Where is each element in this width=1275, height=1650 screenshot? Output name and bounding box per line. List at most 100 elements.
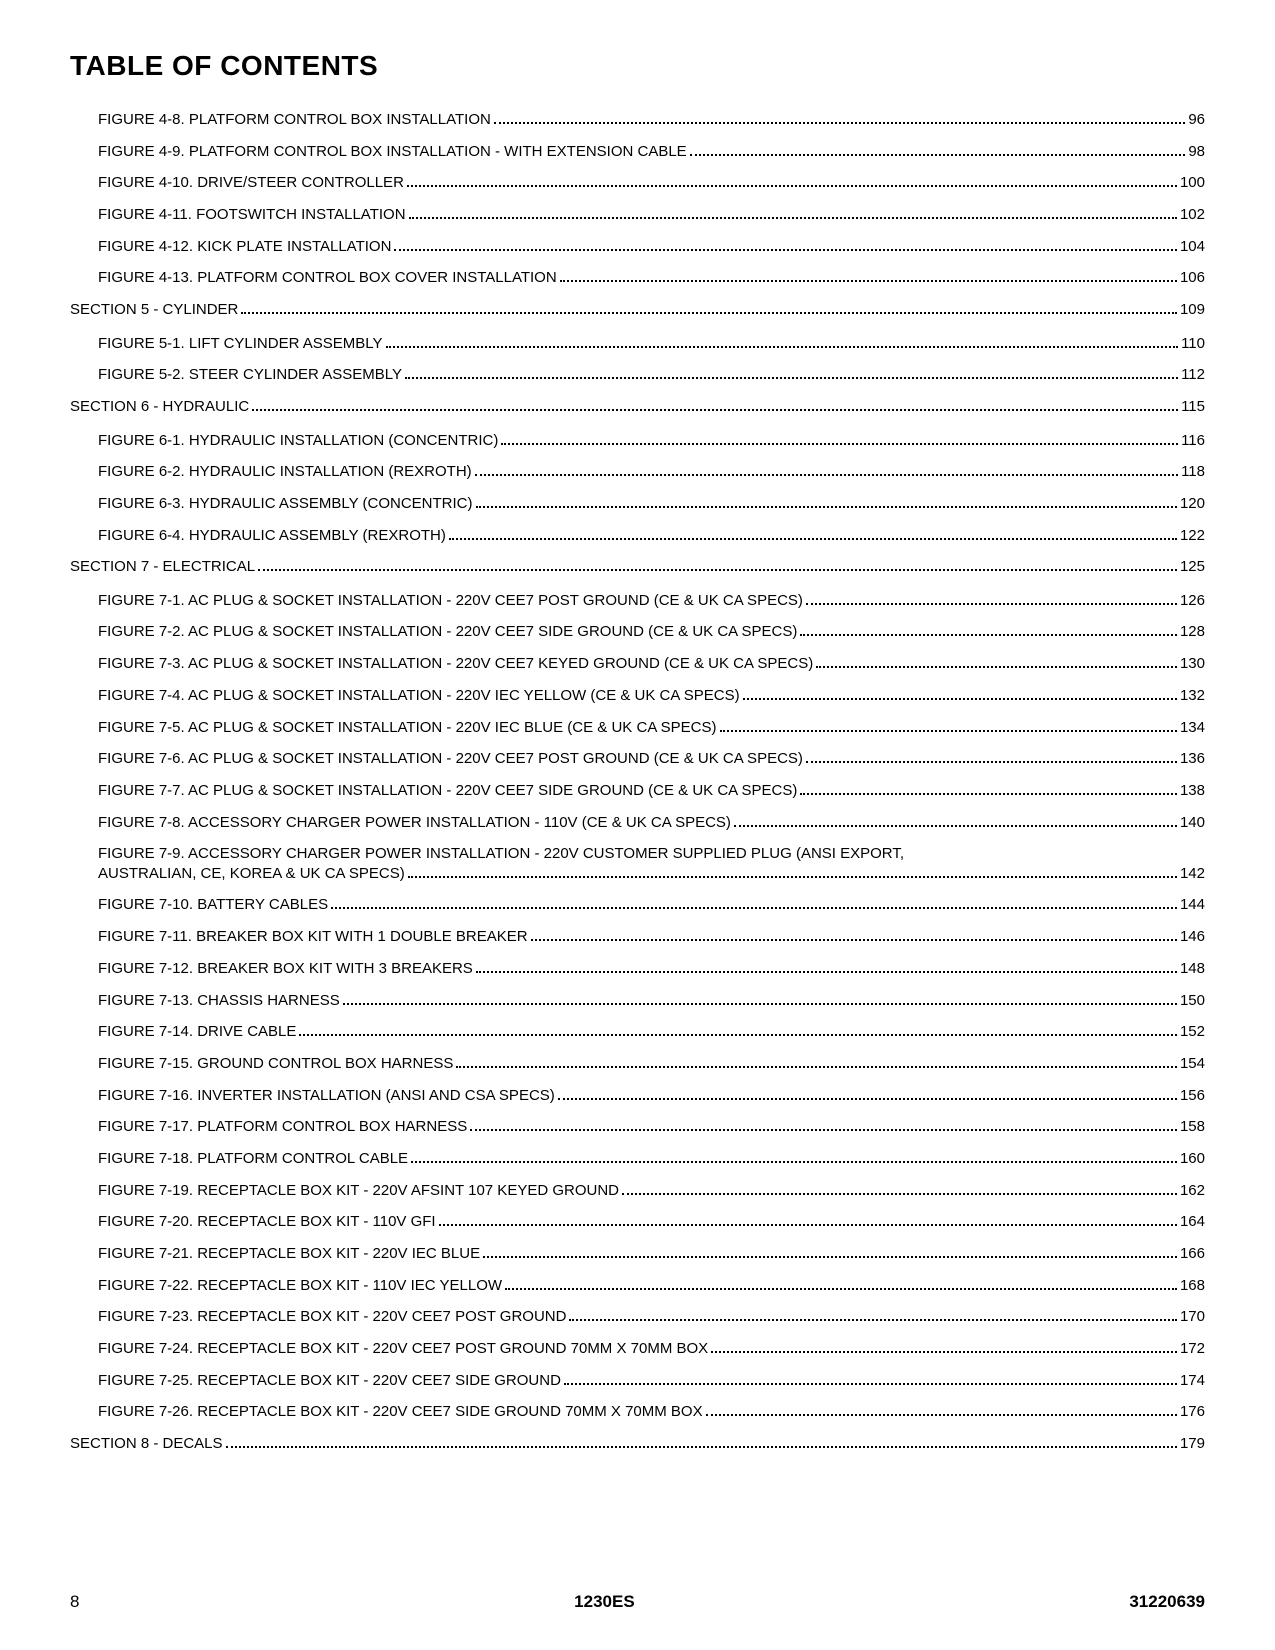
toc-leader-dots (456, 1066, 1177, 1068)
toc-entry: FIGURE 7-24. RECEPTACLE BOX KIT - 220V C… (98, 1339, 1205, 1359)
toc-entry: FIGURE 7-3. AC PLUG & SOCKET INSTALLATIO… (98, 654, 1205, 674)
toc-leader-dots (800, 634, 1177, 636)
toc-page-number: 106 (1180, 268, 1205, 288)
toc-leader-dots (711, 1351, 1177, 1353)
toc-entry: FIGURE 7-25. RECEPTACLE BOX KIT - 220V C… (98, 1371, 1205, 1391)
toc-entry: FIGURE 7-2. AC PLUG & SOCKET INSTALLATIO… (98, 622, 1205, 642)
toc-label: FIGURE 7-14. DRIVE CABLE (98, 1022, 296, 1042)
toc-leader-dots (622, 1193, 1177, 1195)
toc-label: FIGURE 7-23. RECEPTACLE BOX KIT - 220V C… (98, 1307, 566, 1327)
toc-label: FIGURE 7-10. BATTERY CABLES (98, 895, 328, 915)
toc-leader-dots (494, 122, 1185, 124)
toc-leader-dots (299, 1034, 1177, 1036)
toc-label: FIGURE 7-1. AC PLUG & SOCKET INSTALLATIO… (98, 591, 803, 611)
toc-leader-dots (476, 971, 1177, 973)
toc-page-number: 134 (1180, 718, 1205, 738)
toc-label: FIGURE 7-18. PLATFORM CONTROL CABLE (98, 1149, 408, 1169)
toc-leader-dots (690, 154, 1186, 156)
toc-page-number: 176 (1180, 1402, 1205, 1422)
toc-entry: FIGURE 7-9. ACCESSORY CHARGER POWER INST… (98, 844, 1205, 883)
toc-label: FIGURE 7-8. ACCESSORY CHARGER POWER INST… (98, 813, 731, 833)
toc-page-number: 118 (1181, 462, 1205, 482)
toc-entry: FIGURE 6-2. HYDRAULIC INSTALLATION (REXR… (98, 462, 1205, 482)
toc-label: FIGURE 7-25. RECEPTACLE BOX KIT - 220V C… (98, 1371, 561, 1391)
toc-label: FIGURE 7-16. INVERTER INSTALLATION (ANSI… (98, 1086, 555, 1106)
toc-entry: FIGURE 7-26. RECEPTACLE BOX KIT - 220V C… (98, 1402, 1205, 1422)
toc-label: SECTION 6 - HYDRAULIC (70, 397, 249, 417)
toc-page-number: 104 (1180, 237, 1205, 257)
toc-entry: FIGURE 7-13. CHASSIS HARNESS 150 (98, 991, 1205, 1011)
toc-leader-dots (720, 730, 1177, 732)
toc-label: FIGURE 7-2. AC PLUG & SOCKET INSTALLATIO… (98, 622, 797, 642)
toc-label: FIGURE 7-13. CHASSIS HARNESS (98, 991, 340, 1011)
toc-leader-dots (331, 907, 1177, 909)
footer-page-number: 8 (70, 1592, 79, 1612)
toc-page-number: 160 (1180, 1149, 1205, 1169)
toc-leader-dots (226, 1446, 1177, 1448)
toc-entry: FIGURE 7-16. INVERTER INSTALLATION (ANSI… (98, 1086, 1205, 1106)
toc-page-number: 150 (1180, 991, 1205, 1011)
toc-entry: FIGURE 5-1. LIFT CYLINDER ASSEMBLY110 (98, 334, 1205, 354)
toc-label: FIGURE 7-20. RECEPTACLE BOX KIT - 110V G… (98, 1212, 436, 1232)
toc-leader-dots (409, 217, 1177, 219)
toc-entry: FIGURE 6-1. HYDRAULIC INSTALLATION (CONC… (98, 431, 1205, 451)
table-of-contents: FIGURE 4-8. PLATFORM CONTROL BOX INSTALL… (70, 110, 1205, 1454)
toc-leader-dots (407, 185, 1177, 187)
toc-page-number: 168 (1180, 1276, 1205, 1296)
toc-entry: FIGURE 7-11. BREAKER BOX KIT WITH 1 DOUB… (98, 927, 1205, 947)
toc-section: SECTION 6 - HYDRAULIC 115 (70, 397, 1205, 417)
toc-leader-dots (501, 443, 1178, 445)
toc-entry: FIGURE 4-8. PLATFORM CONTROL BOX INSTALL… (98, 110, 1205, 130)
toc-page-number: 174 (1180, 1371, 1205, 1391)
toc-leader-dots (706, 1414, 1177, 1416)
toc-page-number: 142 (1180, 864, 1205, 884)
toc-page-number: 98 (1188, 142, 1205, 162)
toc-leader-dots (558, 1098, 1177, 1100)
toc-page-number: 109 (1180, 300, 1205, 320)
toc-label: FIGURE 7-22. RECEPTACLE BOX KIT - 110V I… (98, 1276, 502, 1296)
toc-label: FIGURE 5-2. STEER CYLINDER ASSEMBLY (98, 365, 402, 385)
toc-page-number: 132 (1180, 686, 1205, 706)
page-footer: 8 1230ES 31220639 (70, 1592, 1205, 1612)
toc-page-number: 128 (1180, 622, 1205, 642)
toc-entry: FIGURE 7-12. BREAKER BOX KIT WITH 3 BREA… (98, 959, 1205, 979)
toc-leader-dots (258, 569, 1177, 571)
toc-page-number: 96 (1188, 110, 1205, 130)
toc-label: FIGURE 4-8. PLATFORM CONTROL BOX INSTALL… (98, 110, 491, 130)
toc-leader-dots (816, 666, 1177, 668)
toc-page-number: 130 (1180, 654, 1205, 674)
toc-label: FIGURE 7-12. BREAKER BOX KIT WITH 3 BREA… (98, 959, 473, 979)
toc-label: FIGURE 4-9. PLATFORM CONTROL BOX INSTALL… (98, 142, 687, 162)
toc-label: SECTION 8 - DECALS (70, 1434, 223, 1454)
toc-entry: FIGURE 6-3. HYDRAULIC ASSEMBLY (CONCENTR… (98, 494, 1205, 514)
toc-entry: FIGURE 4-11. FOOTSWITCH INSTALLATION102 (98, 205, 1205, 225)
toc-leader-dots (483, 1256, 1177, 1258)
page-title: TABLE OF CONTENTS (70, 50, 1205, 82)
toc-label: FIGURE 7-5. AC PLUG & SOCKET INSTALLATIO… (98, 718, 717, 738)
toc-entry: FIGURE 7-5. AC PLUG & SOCKET INSTALLATIO… (98, 718, 1205, 738)
footer-model-number: 1230ES (574, 1592, 635, 1612)
toc-leader-dots (394, 249, 1177, 251)
toc-page-number: 110 (1181, 334, 1205, 354)
toc-leader-dots (449, 538, 1177, 540)
toc-page-number: 138 (1180, 781, 1205, 801)
toc-leader-dots (806, 761, 1177, 763)
toc-page-number: 152 (1180, 1022, 1205, 1042)
toc-section: SECTION 5 - CYLINDER 109 (70, 300, 1205, 320)
toc-leader-dots (743, 698, 1177, 700)
toc-leader-dots (569, 1319, 1177, 1321)
toc-leader-dots (560, 280, 1177, 282)
toc-page-number: 102 (1180, 205, 1205, 225)
toc-page-number: 162 (1180, 1181, 1205, 1201)
toc-page-number: 140 (1180, 813, 1205, 833)
toc-page-number: 179 (1180, 1434, 1205, 1454)
toc-label: FIGURE 6-2. HYDRAULIC INSTALLATION (REXR… (98, 462, 472, 482)
toc-page-number: 115 (1181, 397, 1205, 417)
toc-entry: FIGURE 7-6. AC PLUG & SOCKET INSTALLATIO… (98, 749, 1205, 769)
toc-entry: FIGURE 7-4. AC PLUG & SOCKET INSTALLATIO… (98, 686, 1205, 706)
toc-label: SECTION 5 - CYLINDER (70, 300, 238, 320)
toc-leader-dots (386, 346, 1179, 348)
toc-label: FIGURE 7-26. RECEPTACLE BOX KIT - 220V C… (98, 1402, 703, 1422)
toc-page-number: 170 (1180, 1307, 1205, 1327)
toc-entry: FIGURE 7-10. BATTERY CABLES144 (98, 895, 1205, 915)
